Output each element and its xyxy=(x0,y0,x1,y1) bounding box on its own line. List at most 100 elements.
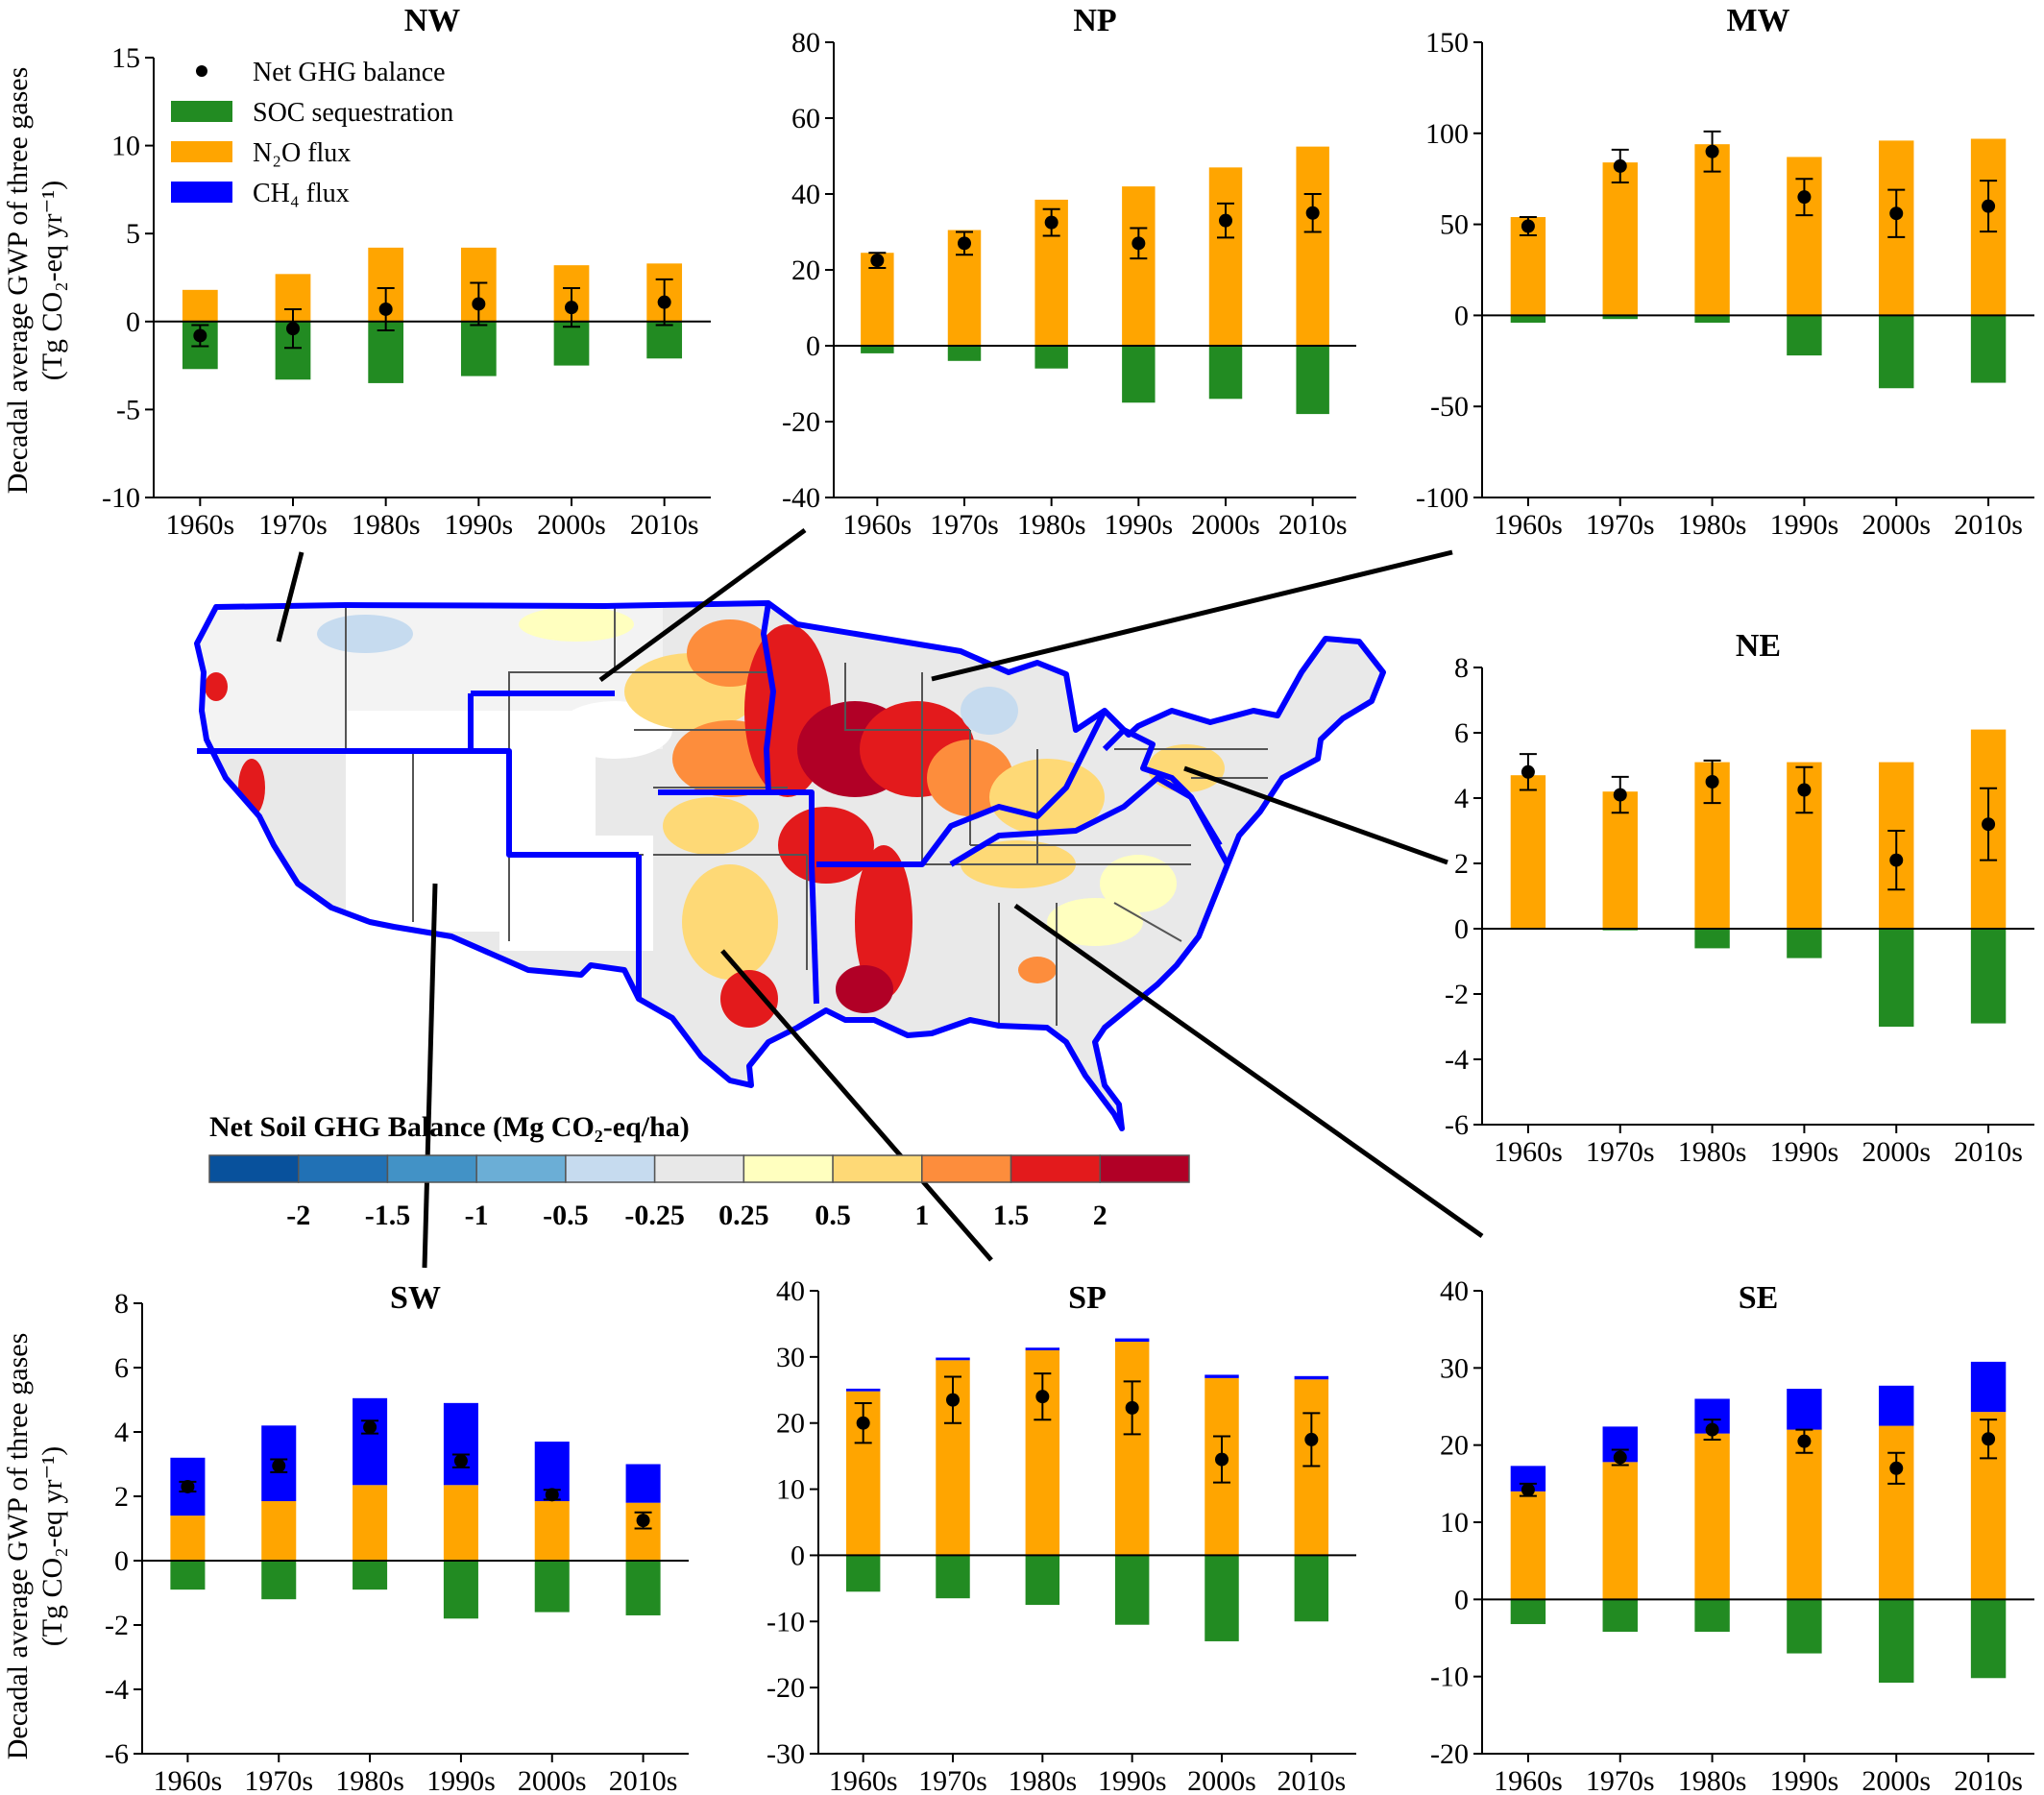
soc-bar xyxy=(460,321,497,376)
chart-title: SP xyxy=(1068,1280,1107,1316)
chart-panel-ne: NE -6 -4 -2 0 2 4 6 8 1960s 1970s 1980s 1990s 2000s 20… xyxy=(1445,628,2034,1168)
n2o-bar xyxy=(1694,1433,1730,1600)
x-tick-label: 1980s xyxy=(1678,509,1747,541)
soc-bar xyxy=(1787,929,1822,958)
ch4-bar xyxy=(1787,1389,1822,1430)
colorbar-title: Net Soil GHG Balance (Mg CO₂-eq/ha) xyxy=(209,1111,690,1143)
chart-panel-nw: NW -10 -5 0 5 10 15 1960s 1970s 1980s 1990s 2000s 20… xyxy=(102,3,711,541)
soc-bar xyxy=(1208,346,1243,400)
soc-bar xyxy=(1114,1555,1150,1625)
ch4-bar xyxy=(1294,1375,1329,1380)
net-ghg-point xyxy=(545,1488,559,1502)
net-ghg-point xyxy=(1889,1461,1904,1475)
y-tick-label: 5 xyxy=(126,218,140,250)
chart-legend: Net GHG balance SOC sequestration N₂O flux… xyxy=(171,58,453,208)
net-ghg-point xyxy=(636,1514,650,1528)
net-ghg-point xyxy=(1705,1422,1719,1437)
colorbar-label: -2 xyxy=(286,1200,310,1231)
n2o-bar xyxy=(353,1485,388,1561)
n2o-bar xyxy=(1694,144,1730,316)
ch4-bar xyxy=(353,1397,388,1486)
y-tick-label: -20 xyxy=(782,406,820,438)
legend-swatch-n2o xyxy=(171,141,232,162)
x-tick-label: 1990s xyxy=(1770,509,1839,541)
y-tick-label: 100 xyxy=(1425,118,1469,150)
net-ghg-point xyxy=(181,1479,195,1493)
x-tick-label: 1960s xyxy=(842,509,912,541)
colorbar-label: -0.25 xyxy=(624,1200,685,1231)
ch4-bar xyxy=(443,1402,478,1486)
legend-swatch-soc xyxy=(171,101,232,122)
soc-bar xyxy=(443,1561,478,1619)
y-tick-label: -50 xyxy=(1430,391,1469,423)
x-tick-label: 1990s xyxy=(444,509,513,541)
y-tick-label: -6 xyxy=(1445,1109,1469,1141)
colorbar-label: 1 xyxy=(914,1200,929,1231)
x-tick-label: 1960s xyxy=(1494,1136,1563,1168)
net-ghg-point xyxy=(870,254,885,268)
chart-panel-mw: MW -100 -50 0 50 100 150 1960s 1970s 1980s 1990s 20… xyxy=(1416,3,2034,541)
y-tick-label: -2 xyxy=(105,1610,129,1641)
colorbar-swatch xyxy=(921,1154,1012,1183)
y-tick-label: 50 xyxy=(1440,209,1469,241)
x-tick-label: 1990s xyxy=(1098,1765,1167,1795)
net-ghg-point xyxy=(1797,783,1812,797)
ch4-bar xyxy=(845,1388,881,1392)
colorbar-swatch xyxy=(386,1154,477,1183)
net-ghg-point xyxy=(1797,190,1812,205)
soc-bar xyxy=(646,321,683,359)
net-ghg-point xyxy=(1889,853,1904,867)
x-tick-label: 1960s xyxy=(829,1765,898,1795)
n2o-bar xyxy=(261,1501,297,1561)
net-ghg-point xyxy=(1132,236,1146,251)
net-ghg-point xyxy=(1125,1400,1139,1415)
x-tick-label: 2010s xyxy=(630,509,699,541)
net-ghg-point xyxy=(363,1419,377,1434)
y-axis-title-bottom-line1: Decadal average GWP of three gases xyxy=(2,1333,34,1760)
y-tick-label: 20 xyxy=(791,255,820,286)
n2o-bar xyxy=(1602,162,1638,316)
y-tick-label: 8 xyxy=(1454,652,1469,684)
x-tick-label: 2010s xyxy=(1954,1765,2023,1795)
n2o-bar xyxy=(1296,146,1329,346)
soc-bar xyxy=(1510,1599,1546,1625)
soc-bar xyxy=(1787,315,1822,356)
net-ghg-point xyxy=(1797,1434,1812,1448)
y-tick-label: 150 xyxy=(1425,27,1469,59)
net-ghg-point xyxy=(1521,764,1535,779)
soc-bar xyxy=(947,346,982,361)
y-tick-label: 0 xyxy=(806,330,820,362)
legend-label-ch4: CH₄ flux xyxy=(253,179,350,208)
y-tick-label: -40 xyxy=(782,482,820,514)
soc-bar xyxy=(1122,346,1156,403)
colorbar-label: -0.5 xyxy=(543,1200,589,1231)
y-tick-label: 10 xyxy=(1440,1507,1469,1539)
x-tick-label: 2000s xyxy=(537,509,606,541)
net-ghg-point xyxy=(1613,1450,1627,1465)
x-tick-label: 2000s xyxy=(1187,1765,1256,1795)
x-tick-label: 2010s xyxy=(1278,509,1348,541)
y-tick-label: -10 xyxy=(766,1606,805,1637)
ch4-bar xyxy=(1879,1385,1914,1426)
net-ghg-point xyxy=(378,302,393,316)
net-ghg-point xyxy=(1982,199,1996,213)
net-ghg-point xyxy=(1982,1432,1996,1446)
net-ghg-point xyxy=(1219,213,1232,228)
legend-label-net: Net GHG balance xyxy=(253,58,446,87)
y-tick-label: 80 xyxy=(791,27,820,59)
soc-bar xyxy=(261,1561,297,1600)
y-tick-label: 0 xyxy=(1454,300,1469,331)
net-ghg-point xyxy=(272,1459,286,1473)
net-ghg-point xyxy=(472,297,486,311)
legend-marker-net xyxy=(196,65,207,77)
y-tick-label: -4 xyxy=(1445,1044,1469,1076)
soc-bar xyxy=(1296,346,1329,415)
soc-bar xyxy=(1879,929,1914,1027)
y-tick-label: -10 xyxy=(102,482,140,514)
colorbar-label: -1.5 xyxy=(365,1200,411,1231)
net-ghg-point xyxy=(1982,817,1996,832)
net-ghg-point xyxy=(657,295,671,309)
colorbar-label: 1.5 xyxy=(993,1200,1030,1231)
colorbar-swatch xyxy=(832,1154,923,1183)
net-ghg-point xyxy=(1215,1452,1229,1467)
